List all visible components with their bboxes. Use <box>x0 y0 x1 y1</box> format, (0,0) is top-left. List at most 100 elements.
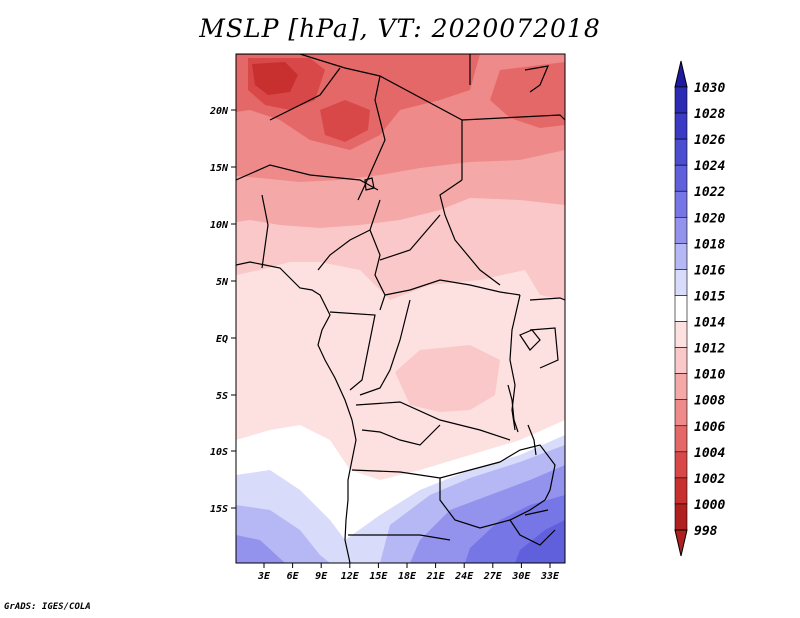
map-title: MSLP [hPa], VT: 2020072018 <box>199 14 601 43</box>
border-central-b <box>317 199 381 271</box>
lon-label: 3E <box>257 571 271 582</box>
colorbar-label: 1012 <box>694 342 725 357</box>
border-south-d <box>439 478 546 529</box>
colorbar-label: 1014 <box>694 316 725 331</box>
colorbar-swatch <box>674 503 688 531</box>
lat-label: 20N <box>209 106 229 117</box>
border-south-f <box>499 444 556 501</box>
lat-label: 5S <box>216 391 228 402</box>
colorbar-swatch <box>674 321 688 348</box>
field-1010-south <box>395 345 500 412</box>
border-central-i <box>529 297 565 301</box>
colorbar-cap-bottom <box>674 529 688 557</box>
colorbar-swatch <box>674 295 688 322</box>
lon-label: 33E <box>540 571 560 582</box>
border-central-c <box>369 229 386 311</box>
colorbar-swatch <box>674 451 688 479</box>
border-north-e <box>439 179 501 286</box>
field-1004-east <box>490 62 565 128</box>
colorbar-swatch <box>674 138 688 166</box>
colorbar-swatch <box>674 477 688 505</box>
colorbar-label: 1022 <box>694 185 725 200</box>
border-central-a <box>261 194 269 269</box>
border-central-g <box>359 299 411 396</box>
colorbar: 1030 1028 1026 1024 1022 1020 1018 1016 1015 1014… <box>674 60 725 557</box>
border-central-d <box>379 214 441 261</box>
colorbar-swatch <box>674 373 688 401</box>
lon-label: 30E <box>511 571 531 582</box>
colorbar-swatch <box>674 243 688 270</box>
colorbar-label: 1016 <box>694 263 725 278</box>
colorbar-label: 1030 <box>694 81 725 96</box>
border-north-f <box>461 114 565 121</box>
border-south-a <box>355 401 511 441</box>
lon-label: 6E <box>287 571 300 582</box>
border-central-j <box>529 327 559 369</box>
lon-label: 9E <box>315 571 328 582</box>
lat-label: 10S <box>210 447 228 458</box>
lake-tanganyika <box>507 384 519 433</box>
colorbar-label: 1010 <box>694 368 725 383</box>
colorbar-label: 1028 <box>694 107 725 122</box>
border-north-d <box>236 164 379 191</box>
colorbar-swatch <box>674 399 688 427</box>
colorbar-label: 1024 <box>694 159 725 174</box>
colorbar-swatch <box>674 347 688 374</box>
colorbar-swatch <box>674 164 688 192</box>
grads-credit: GrADS: IGES/COLA <box>4 602 91 612</box>
coastline-west <box>236 261 357 563</box>
lat-label: 5N <box>216 277 229 288</box>
lon-label: 21E <box>426 571 446 582</box>
colorbar-label: 1018 <box>694 237 725 252</box>
border-north-h <box>524 65 549 93</box>
lake-kariba <box>524 509 549 516</box>
colorbar-label: 1026 <box>694 133 725 148</box>
lake-chad <box>364 177 375 191</box>
colorbar-swatch <box>674 190 688 218</box>
border-north-b <box>269 67 341 121</box>
lat-label: 15N <box>210 163 229 174</box>
colorbar-swatch <box>674 112 688 140</box>
border-central-f <box>329 311 376 391</box>
lon-label: 18E <box>398 571 417 582</box>
lat-axis: 20N 15N 10N 5N EQ 5S 10S 15S <box>209 106 236 515</box>
border-central-e <box>384 279 521 296</box>
lon-label: 12E <box>341 571 360 582</box>
lon-axis: 3E 6E 9E 12E 15E 18E 21E 24E 27E 30E 33E <box>257 563 560 582</box>
colorbar-label: 1000 <box>694 498 725 513</box>
colorbar-swatch <box>674 86 688 114</box>
colorbar-label: 998 <box>694 524 718 539</box>
lake-malawi <box>527 424 537 456</box>
border-south-b <box>361 424 441 446</box>
pressure-field <box>236 54 565 563</box>
field-1022 <box>515 520 565 563</box>
colorbar-cap-top <box>674 60 688 88</box>
coastlines-borders <box>236 54 565 563</box>
map-frame <box>235 53 566 564</box>
lat-label: EQ <box>216 334 228 345</box>
colorbar-label: 1004 <box>694 446 725 461</box>
colorbar-swatch <box>674 425 688 453</box>
colorbar-swatch <box>674 216 688 244</box>
border-central-h <box>509 294 521 431</box>
lat-label: 15S <box>210 504 228 515</box>
field-1000 <box>252 62 298 95</box>
lake-victoria <box>519 329 541 351</box>
colorbar-label: 1008 <box>694 394 725 409</box>
colorbar-swatch <box>674 269 688 296</box>
border-south-e <box>348 534 451 541</box>
lon-label: 24E <box>454 571 474 582</box>
lon-label: 15E <box>369 571 388 582</box>
field-1002-b <box>320 100 370 142</box>
colorbar-label: 1006 <box>694 420 725 435</box>
border-north-a <box>236 54 463 180</box>
colorbar-label: 1015 <box>694 289 725 304</box>
border-south-g <box>509 519 556 546</box>
lon-label: 27E <box>483 571 503 582</box>
colorbar-label: 1020 <box>694 211 725 226</box>
border-north-c <box>357 75 386 201</box>
field-1018 <box>236 535 285 563</box>
colorbar-label: 1002 <box>694 472 725 487</box>
lat-label: 10N <box>210 220 229 231</box>
